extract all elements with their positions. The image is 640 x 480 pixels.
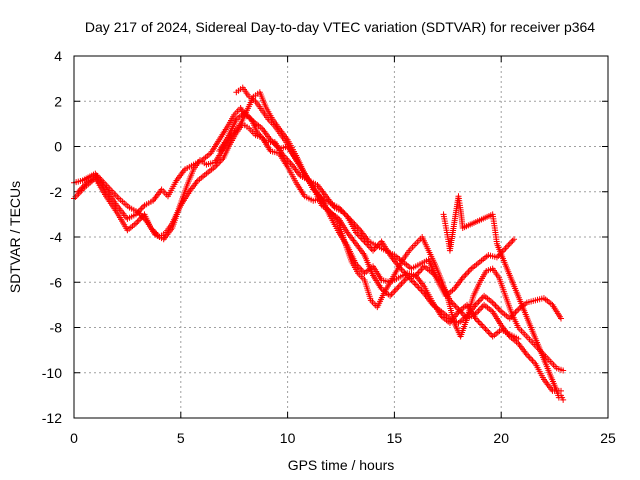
x-tick-label: 25 (600, 430, 616, 446)
data-layer (71, 84, 567, 403)
data-point (475, 307, 482, 314)
data-point (475, 318, 482, 325)
data-point (395, 283, 402, 290)
data-point (465, 268, 472, 275)
data-point (479, 322, 486, 329)
y-tick-label: -10 (42, 365, 62, 381)
data-point (367, 244, 374, 251)
x-tick-label: 10 (280, 430, 296, 446)
y-axis-label: SDTVAR / TECUs (7, 181, 23, 293)
data-point (394, 285, 401, 292)
data-point (508, 239, 515, 246)
data-point (491, 301, 498, 308)
series-track-3 (75, 89, 565, 394)
data-point (370, 247, 377, 254)
data-point (493, 304, 500, 311)
y-tick-label: 2 (54, 93, 62, 109)
data-point (417, 267, 424, 274)
data-point (398, 280, 405, 287)
data-point (476, 306, 483, 313)
data-point (528, 356, 535, 363)
data-point (134, 218, 141, 225)
series-track-5 (216, 109, 565, 326)
data-point (485, 329, 492, 336)
data-point (402, 270, 409, 277)
data-point (372, 244, 379, 251)
data-point (461, 273, 468, 280)
data-point (140, 203, 147, 210)
x-tick-label: 15 (387, 430, 403, 446)
data-point (466, 267, 473, 274)
data-point (560, 367, 567, 374)
data-point (464, 270, 471, 277)
data-point (478, 321, 485, 328)
data-point (526, 354, 533, 361)
data-point (513, 307, 520, 314)
data-point (138, 205, 145, 212)
data-point (525, 353, 532, 360)
data-point (505, 242, 512, 249)
plot-frame (73, 55, 609, 419)
data-point (391, 288, 398, 295)
y-tick-label: 4 (54, 48, 62, 64)
x-tick-labels: 0 5 10 15 20 25 (70, 430, 616, 446)
data-point (496, 307, 503, 314)
data-point (483, 327, 490, 334)
data-point (397, 282, 404, 289)
data-point (341, 210, 348, 217)
data-point (502, 245, 509, 252)
chart-title: Day 217 of 2024, Sidereal Day-to-day VTE… (85, 19, 595, 35)
data-point (511, 236, 518, 243)
data-point (451, 301, 458, 308)
data-point (476, 297, 483, 304)
data-point (409, 278, 416, 285)
data-point (452, 303, 459, 310)
y-tick-label: -12 (42, 410, 62, 426)
data-point (506, 240, 513, 247)
x-tick-label: 5 (177, 430, 185, 446)
data-point (558, 315, 565, 322)
data-point (388, 291, 395, 298)
data-point (503, 243, 510, 250)
data-point (475, 298, 482, 305)
data-point (482, 326, 489, 333)
y-tick-label: -6 (50, 274, 63, 290)
data-point (462, 271, 469, 278)
data-point (401, 277, 408, 284)
y-tick-label: -4 (50, 229, 63, 245)
y-tick-label: -8 (50, 320, 63, 336)
x-tick-label: 0 (70, 430, 78, 446)
series-track-1 (71, 105, 518, 299)
y-tick-label: 0 (54, 139, 62, 155)
series-spikes (440, 193, 567, 403)
x-axis-label: GPS time / hours (288, 457, 395, 473)
data-point (495, 305, 502, 312)
y-tick-label: -2 (50, 184, 63, 200)
data-point (476, 319, 483, 326)
data-point (509, 237, 516, 244)
data-point (560, 396, 567, 403)
y-tick-labels: -12 -10 -8 -6 -4 -2 0 2 4 (42, 48, 62, 426)
data-point (529, 357, 536, 364)
data-point (481, 324, 488, 331)
x-tick-label: 20 (493, 430, 509, 446)
data-point (392, 286, 399, 293)
data-point (399, 279, 406, 286)
data-point (411, 280, 418, 287)
series-track-4 (233, 84, 567, 374)
data-point (473, 300, 480, 307)
data-point (492, 302, 499, 309)
